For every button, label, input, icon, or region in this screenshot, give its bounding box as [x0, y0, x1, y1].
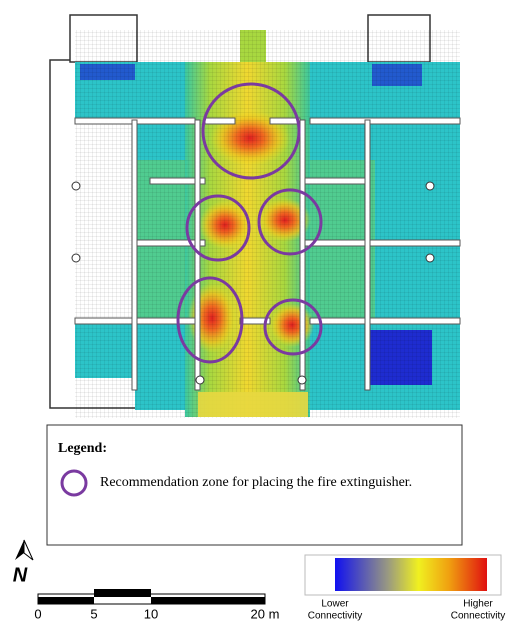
- north-label: N: [13, 564, 28, 586]
- figure: Legend: Recommendation zone for placing …: [0, 0, 513, 623]
- low-label: Connectivity: [308, 611, 362, 622]
- scale-label: 10: [144, 606, 158, 621]
- scale-bar: [38, 589, 265, 604]
- page: Legend: Recommendation zone for placing …: [0, 0, 513, 623]
- legend-item: Recommendation zone for placing the fire…: [100, 475, 412, 490]
- scale-label: 5: [90, 606, 97, 621]
- north-arrow: [24, 540, 33, 560]
- high-label: Higher: [463, 599, 493, 610]
- entrance: [198, 392, 308, 417]
- color-scale: [335, 558, 487, 591]
- low-label: Lower: [321, 599, 349, 610]
- floor-plan: [50, 15, 460, 418]
- legend-title: Legend:: [58, 441, 107, 456]
- scale-label: 0: [34, 606, 41, 621]
- scale-label: 20 m: [251, 606, 280, 621]
- north-arrow: [15, 540, 24, 560]
- high-label: Connectivity: [451, 611, 505, 622]
